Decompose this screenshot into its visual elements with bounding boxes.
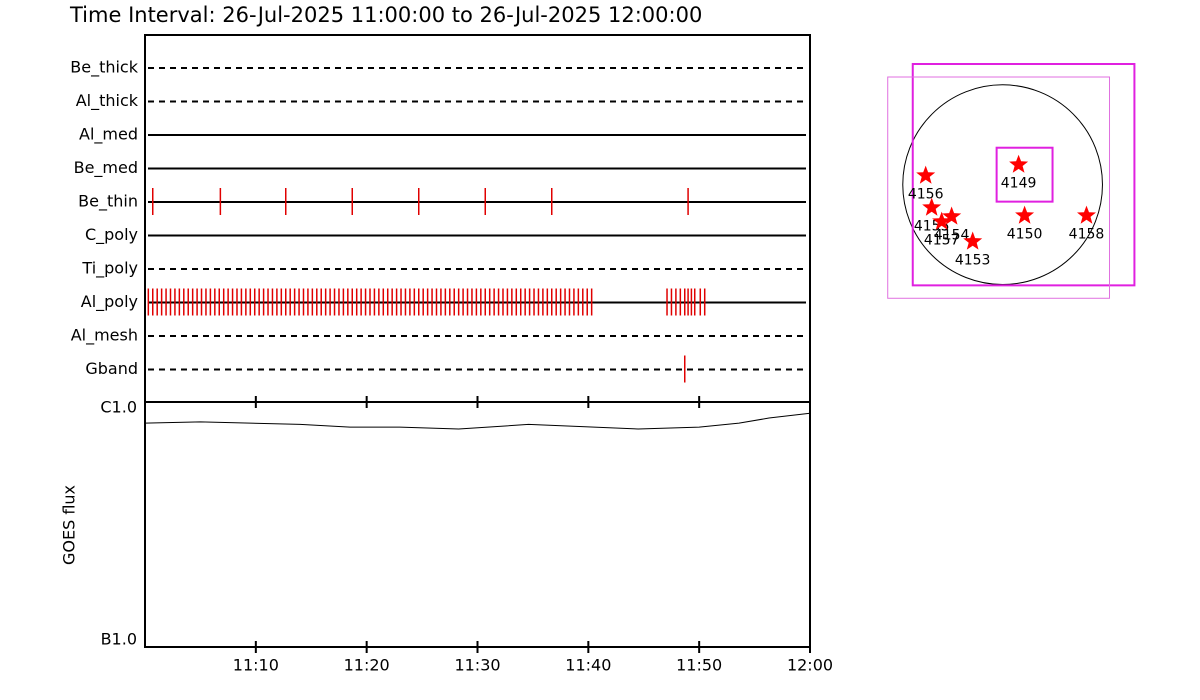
x-tick-label: 11:50	[676, 656, 722, 675]
plot-frame	[144, 34, 811, 648]
region-label: 4157	[924, 233, 960, 249]
y-tick-label: C1.0	[100, 398, 137, 417]
region-label: 4156	[908, 187, 944, 203]
row-label: Al_med	[79, 125, 138, 145]
region-label: 4158	[1069, 227, 1105, 243]
fov-box	[911, 63, 1136, 287]
region-star	[942, 206, 962, 225]
region-label: 4154	[934, 228, 970, 244]
row-label: Al_mesh	[71, 326, 138, 346]
region-star	[963, 231, 983, 250]
row-label: Be_thick	[70, 58, 138, 78]
y-axis-label: GOES flux	[60, 485, 79, 565]
row-label: Al_thick	[76, 91, 139, 111]
region-star	[916, 165, 936, 184]
region-star	[1009, 154, 1029, 173]
region-label: 4149	[1001, 176, 1037, 192]
chart-title: Time Interval: 26-Jul-2025 11:00:00 to 2…	[69, 3, 702, 27]
fov-box	[995, 146, 1054, 203]
row-label: Gband	[85, 359, 138, 378]
region-star	[1077, 205, 1096, 224]
row-label: Al_poly	[81, 292, 138, 312]
x-tick-label: 11:20	[344, 656, 390, 675]
row-label: Ti_poly	[81, 259, 138, 279]
x-tick-label: 11:10	[233, 656, 279, 675]
y-tick-label: B1.0	[101, 630, 137, 649]
row-label: Be_thin	[78, 192, 138, 212]
region-star	[932, 211, 952, 230]
region-star	[922, 197, 942, 216]
row-label: Be_med	[74, 158, 138, 178]
region-label: 4150	[1007, 227, 1043, 243]
x-tick-label: 11:40	[565, 656, 611, 675]
goes-line	[144, 412, 811, 430]
region-label: 4153	[955, 253, 991, 269]
row-label: C_poly	[85, 225, 138, 245]
x-tick-label: 12:00	[787, 656, 833, 675]
region-star	[1015, 205, 1035, 224]
fov-box	[887, 76, 1111, 299]
x-tick-label: 11:30	[454, 656, 500, 675]
